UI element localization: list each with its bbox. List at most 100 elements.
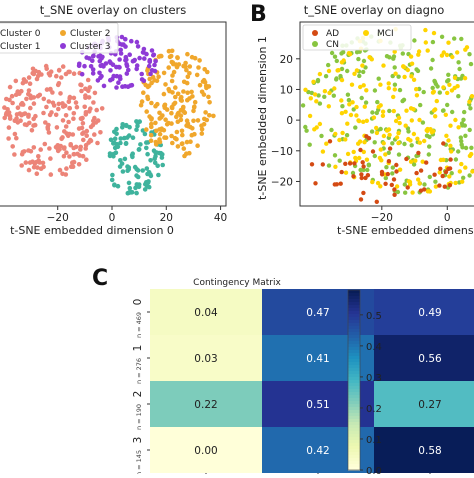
point-cn (346, 97, 352, 103)
colorbar-segment (348, 425, 360, 429)
point-cluster0 (92, 132, 97, 137)
point-mci (407, 182, 413, 187)
point-cluster0 (20, 102, 26, 107)
panel-c-title: Contingency Matrix (193, 278, 281, 288)
point-ad (313, 181, 318, 186)
point-mci (417, 140, 422, 145)
point-cluster2 (161, 70, 167, 76)
point-cluster0 (48, 156, 53, 161)
point-mci (391, 94, 396, 100)
point-mci (351, 149, 356, 155)
point-cluster2 (141, 90, 146, 95)
point-cn (361, 167, 366, 173)
point-cluster0 (88, 106, 93, 111)
point-cluster0 (29, 128, 35, 133)
point-cluster3 (119, 34, 125, 40)
row-label: 2 (132, 391, 144, 398)
point-cluster0 (95, 140, 100, 146)
point-cluster0 (53, 144, 59, 150)
point-cluster0 (41, 96, 47, 102)
colorbar-segment (348, 362, 360, 366)
point-ad (343, 161, 348, 166)
point-cn (317, 101, 323, 106)
point-cluster2 (139, 99, 145, 104)
colorbar-segment (348, 338, 360, 342)
point-cluster1 (134, 119, 139, 124)
point-mci (362, 104, 367, 109)
x-tick-label: −20 (371, 212, 393, 224)
point-cluster0 (56, 101, 62, 107)
point-mci (434, 98, 439, 104)
point-cluster0 (60, 101, 65, 106)
point-cn (384, 54, 390, 59)
point-cluster2 (178, 113, 184, 118)
point-cn (332, 54, 338, 59)
point-cluster0 (86, 95, 92, 100)
point-cluster2 (146, 83, 152, 89)
point-cluster1 (134, 190, 139, 196)
point-cluster2 (211, 113, 216, 119)
point-cn (457, 66, 462, 72)
point-cluster2 (181, 79, 187, 85)
point-cn (345, 92, 351, 97)
point-mci (392, 87, 397, 92)
point-cluster2 (175, 91, 181, 97)
point-cluster0 (91, 100, 96, 105)
point-cluster2 (189, 89, 194, 95)
point-cluster2 (169, 59, 175, 65)
point-cn (372, 88, 378, 93)
point-cluster0 (48, 87, 53, 92)
point-mci (449, 149, 454, 154)
colorbar-segment (348, 383, 360, 387)
point-mci (360, 63, 365, 68)
point-mci (396, 140, 401, 146)
point-mci (457, 169, 462, 174)
point-cluster3 (90, 67, 96, 72)
point-mci (417, 117, 422, 123)
point-mci (383, 152, 388, 157)
point-ad (358, 147, 363, 153)
point-mci (448, 123, 453, 128)
heatmap-cell-value: 0.49 (418, 307, 441, 319)
point-cn (467, 52, 472, 57)
colorbar-segment (348, 314, 360, 318)
point-cluster3 (151, 53, 156, 58)
colorbar-segment (348, 386, 360, 390)
point-cluster3 (101, 83, 107, 89)
point-cluster2 (166, 65, 171, 70)
point-mci (333, 131, 338, 137)
point-cluster2 (154, 78, 160, 84)
point-cluster0 (41, 110, 46, 116)
point-mci (408, 138, 413, 143)
point-cluster1 (145, 151, 150, 157)
point-cluster1 (160, 162, 165, 168)
point-mci (343, 109, 348, 115)
point-cluster0 (36, 154, 41, 159)
point-cn (304, 128, 309, 133)
point-cluster0 (13, 92, 19, 97)
point-cn (334, 58, 339, 64)
point-mci (333, 164, 338, 169)
point-mci (320, 149, 326, 154)
point-mci (322, 89, 328, 94)
point-cn (316, 93, 321, 98)
point-cn (452, 36, 457, 41)
point-cluster3 (132, 57, 137, 63)
point-cluster0 (79, 116, 84, 122)
point-cn (468, 106, 473, 111)
point-cluster0 (80, 121, 86, 126)
point-cn (463, 145, 469, 151)
point-cluster0 (26, 75, 32, 80)
point-ad (441, 141, 446, 146)
point-cluster2 (180, 132, 185, 138)
point-cluster1 (152, 160, 158, 166)
point-cluster2 (189, 54, 195, 60)
point-cn (391, 54, 397, 59)
point-mci (396, 130, 401, 136)
point-cluster0 (31, 101, 37, 106)
point-cluster2 (182, 153, 187, 159)
point-cluster2 (178, 107, 184, 113)
point-cn (345, 68, 350, 74)
point-cluster0 (31, 71, 37, 77)
point-cluster0 (47, 146, 52, 151)
